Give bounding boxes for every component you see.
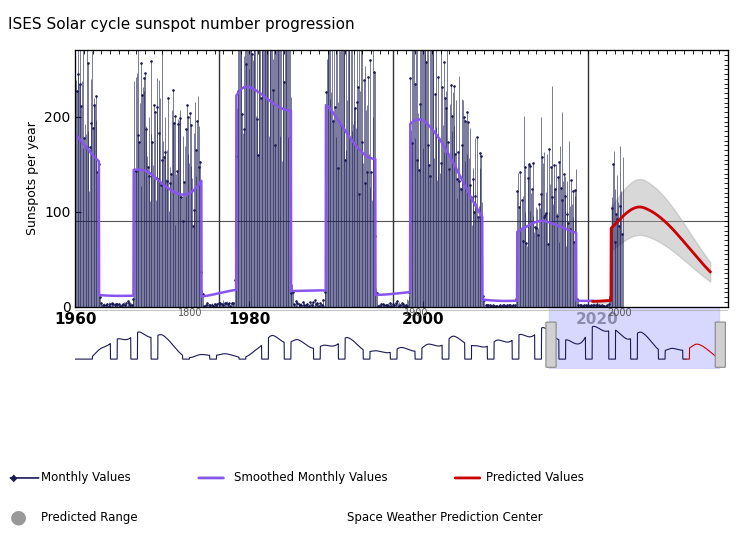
Text: Space Weather Prediction Center: Space Weather Prediction Center <box>347 510 542 524</box>
Text: 2000: 2000 <box>607 309 632 319</box>
Text: ●: ● <box>10 508 27 527</box>
Y-axis label: Sunspots per year: Sunspots per year <box>26 121 38 235</box>
Text: Monthly Values: Monthly Values <box>41 471 131 485</box>
FancyBboxPatch shape <box>716 322 725 367</box>
Text: 1800: 1800 <box>178 309 203 319</box>
Text: ◆: ◆ <box>10 473 17 483</box>
FancyBboxPatch shape <box>546 322 556 367</box>
Text: ISES Solar cycle sunspot number progression: ISES Solar cycle sunspot number progress… <box>8 17 354 32</box>
Bar <box>550 307 719 369</box>
Text: 1900: 1900 <box>404 309 428 319</box>
Text: Smoothed Monthly Values: Smoothed Monthly Values <box>234 471 388 485</box>
Text: Predicted Range: Predicted Range <box>41 510 138 524</box>
Text: Predicted Values: Predicted Values <box>486 471 584 485</box>
